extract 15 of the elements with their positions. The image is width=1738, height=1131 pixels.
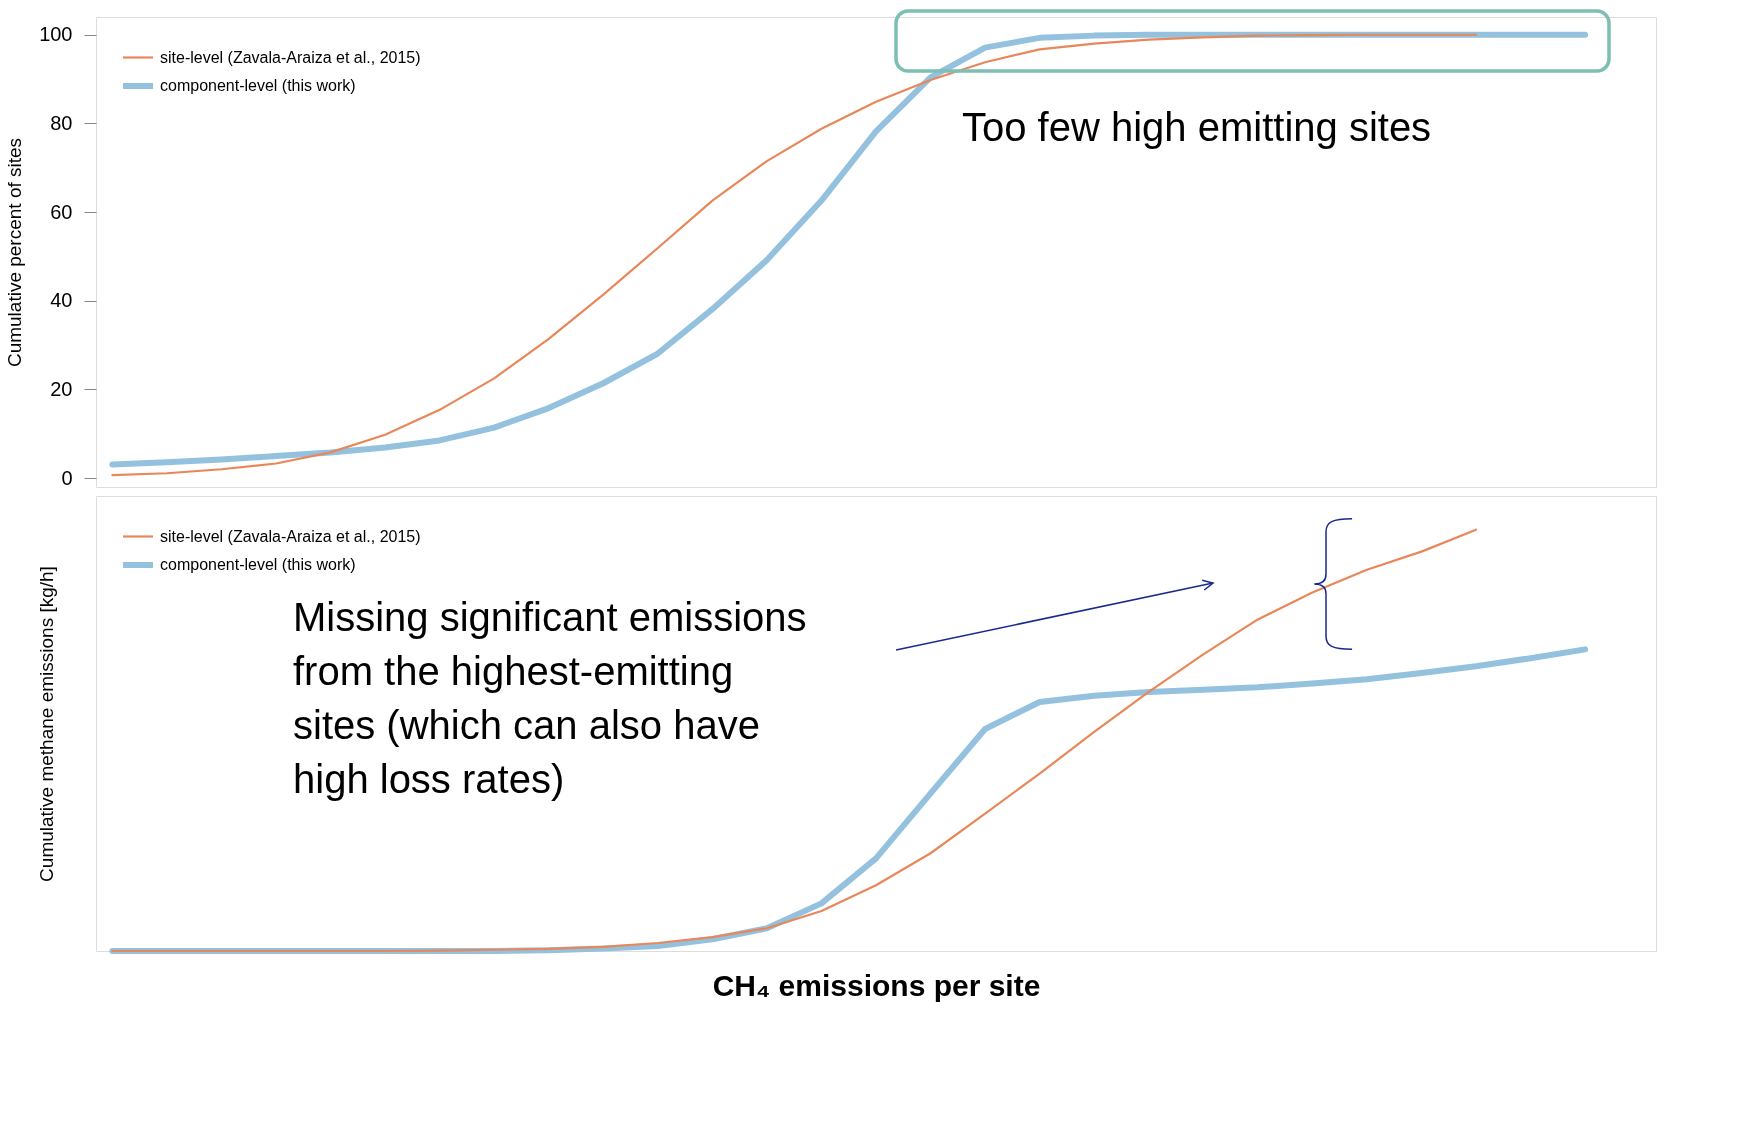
legend-label: component-level (this work) <box>160 556 356 573</box>
y-tick-label: 60 <box>50 200 73 223</box>
y-tick-label: 80 <box>50 111 73 134</box>
legend-label: component-level (this work) <box>160 77 356 94</box>
legend-label: site-level (Zavala-Araiza et al., 2015) <box>160 527 421 545</box>
annotation: Missing significant emissions from the highest-emitting sites (which can also have high loss rates) <box>293 595 807 801</box>
legend-label: site-level (Zavala-Araiza et al., 2015) <box>160 48 421 66</box>
y-tick-label: 40 <box>50 289 73 312</box>
y-tick-label: 100 <box>39 23 73 46</box>
x-axis-title: CH₄ emissions per site <box>712 968 1041 1002</box>
y-tick-label: 0 <box>61 466 73 489</box>
y-tick-label: 20 <box>50 377 73 400</box>
y-axis-title: Cumulative methane emissions [kg/h] <box>35 566 57 882</box>
annotation: Too few high emitting sites <box>962 105 1432 149</box>
y-axis-title: Cumulative percent of sites <box>4 137 26 368</box>
